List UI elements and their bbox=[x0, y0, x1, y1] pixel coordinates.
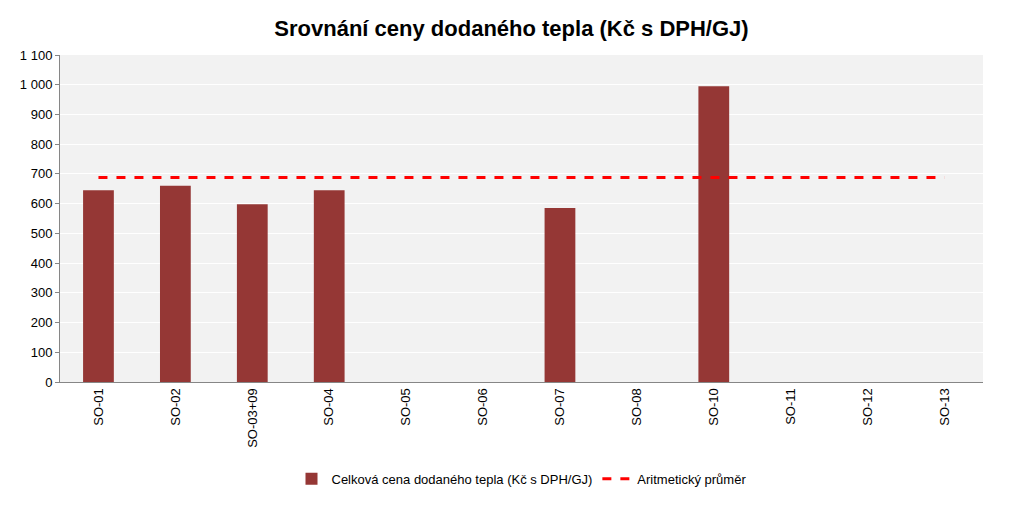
svg-text:Srovnání ceny dodaného tepla (: Srovnání ceny dodaného tepla (Kč s DPH/G… bbox=[274, 16, 748, 41]
svg-text:SO-05: SO-05 bbox=[398, 388, 413, 426]
svg-text:100: 100 bbox=[31, 345, 53, 360]
svg-text:SO-03+09: SO-03+09 bbox=[245, 388, 260, 448]
svg-text:800: 800 bbox=[31, 137, 53, 152]
svg-text:1 000: 1 000 bbox=[20, 77, 53, 92]
svg-text:0: 0 bbox=[45, 375, 52, 390]
svg-text:SO-10: SO-10 bbox=[706, 388, 721, 426]
svg-text:700: 700 bbox=[31, 166, 53, 181]
svg-text:SO-06: SO-06 bbox=[475, 388, 490, 426]
svg-text:900: 900 bbox=[31, 107, 53, 122]
svg-text:600: 600 bbox=[31, 196, 53, 211]
svg-text:500: 500 bbox=[31, 226, 53, 241]
svg-text:Celková cena dodaného tepla (K: Celková cena dodaného tepla (Kč s DPH/GJ… bbox=[332, 472, 593, 487]
svg-text:SO-08: SO-08 bbox=[629, 388, 644, 426]
svg-text:SO-04: SO-04 bbox=[321, 388, 336, 426]
svg-text:SO-13: SO-13 bbox=[937, 388, 952, 426]
svg-text:SO-12: SO-12 bbox=[860, 388, 875, 426]
svg-text:SO-01: SO-01 bbox=[91, 388, 106, 426]
svg-text:400: 400 bbox=[31, 256, 53, 271]
svg-text:SO-07: SO-07 bbox=[552, 388, 567, 426]
svg-text:Aritmetický průměr: Aritmetický průměr bbox=[637, 472, 746, 487]
svg-text:1 100: 1 100 bbox=[20, 48, 53, 63]
svg-text:SO-11: SO-11 bbox=[783, 388, 798, 425]
svg-text:300: 300 bbox=[31, 285, 53, 300]
svg-text:SO-02: SO-02 bbox=[168, 388, 183, 426]
svg-text:200: 200 bbox=[31, 315, 53, 330]
